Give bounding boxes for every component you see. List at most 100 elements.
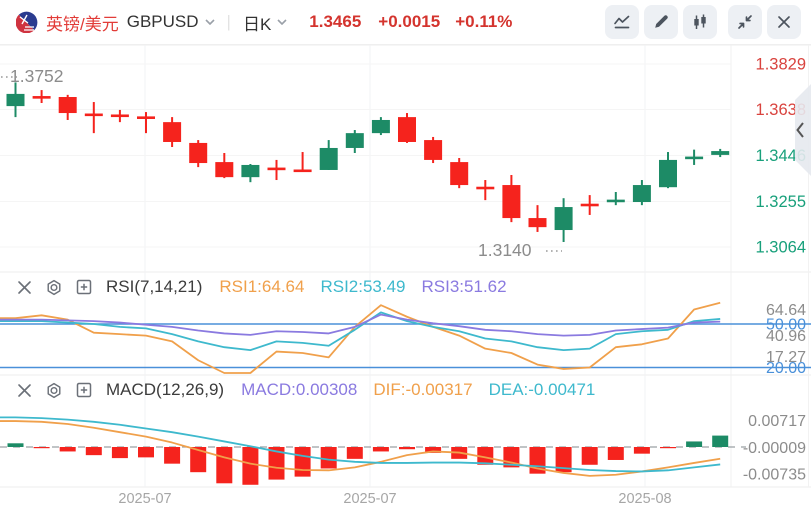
candlestick-icon	[694, 14, 706, 29]
price-axis-label: 1.3638	[756, 101, 806, 119]
macd-pane-header: MACD(12,26,9) MACD:0.00308 DIF:-0.00317 …	[15, 377, 611, 403]
macd-axis-tick: -0.00009	[743, 440, 806, 457]
timeframe-selector[interactable]: 日K	[243, 10, 287, 35]
low-price-annotation: 1.3140	[478, 240, 532, 260]
last-price: 1.3465	[309, 12, 362, 31]
candle[interactable]	[554, 198, 573, 242]
time-axis-label: 2025-07	[343, 491, 396, 507]
rsi-expand-icon[interactable]	[75, 278, 93, 296]
macd-axis-tick: -0.00735	[743, 467, 806, 484]
high-price-annotation: 1.3752	[10, 66, 64, 86]
timeframe-label: 日K	[242, 14, 272, 34]
currency-pair-flag-icon	[16, 11, 38, 33]
candle[interactable]	[110, 109, 129, 123]
line-chart-icon	[614, 15, 630, 29]
macd-histogram-bar	[111, 447, 128, 459]
candle[interactable]	[345, 130, 364, 153]
macd-settings-gear-icon[interactable]	[45, 381, 63, 399]
dif-line	[0, 420, 721, 477]
candle[interactable]	[398, 113, 416, 143]
time-axis-label: 2025-07	[118, 491, 171, 507]
chevron-down-icon	[204, 19, 215, 25]
candle[interactable]	[267, 159, 286, 181]
macd-expand-icon[interactable]	[75, 381, 93, 399]
candle[interactable]	[189, 140, 208, 168]
close-chart-button[interactable]	[767, 5, 801, 39]
candle[interactable]	[371, 117, 390, 136]
chart-toolbar	[600, 5, 801, 39]
macd-histogram-bar	[320, 447, 337, 469]
macd-histogram-bar	[59, 447, 76, 452]
candle[interactable]	[580, 195, 599, 215]
macd-histogram-bar	[85, 447, 102, 456]
macd-close-icon[interactable]	[15, 381, 33, 399]
chart-header: 英镑/美元 GBPUSD | 日K 1.3465 +0.0015 +0.11%	[0, 0, 811, 45]
candle[interactable]	[606, 191, 625, 206]
pencil-icon	[655, 15, 668, 28]
candle[interactable]	[163, 117, 182, 148]
macd-histogram-bar	[425, 447, 442, 453]
collapse-button[interactable]	[728, 5, 762, 39]
candle[interactable]	[685, 149, 704, 165]
rsi-settings-gear-icon[interactable]	[45, 278, 63, 296]
price-axis-label: 1.3255	[756, 193, 806, 211]
candle[interactable]	[632, 180, 651, 206]
candle[interactable]	[502, 175, 521, 223]
macd-histogram-bar	[346, 447, 363, 459]
macd-histogram-bar	[190, 447, 207, 473]
macd-histogram-bar	[242, 447, 259, 485]
dea-legend-value: DEA:-0.00471	[488, 380, 596, 399]
draw-tool-button[interactable]	[644, 5, 678, 39]
macd-histogram-bar	[712, 435, 729, 447]
macd-histogram-bar	[660, 447, 676, 449]
candle[interactable]	[450, 158, 469, 189]
candle[interactable]	[84, 102, 103, 134]
candle[interactable]	[319, 140, 338, 170]
macd-legend-value: MACD:0.00308	[241, 380, 358, 399]
macd-histogram-bar	[399, 447, 415, 450]
candle-style-button[interactable]	[683, 5, 717, 39]
indicator-line-chart-button[interactable]	[605, 5, 639, 39]
price-change: +0.0015	[378, 12, 441, 31]
price-axis-label: 1.3829	[756, 55, 806, 73]
macd-histogram-bar	[581, 447, 598, 465]
axis-collapse-tab[interactable]	[795, 84, 811, 176]
rsi-axis-tick: 40.96	[766, 328, 806, 345]
candle[interactable]	[137, 112, 155, 134]
candle[interactable]	[6, 82, 25, 118]
macd-axis-tick: 0.00717	[748, 413, 806, 430]
pair-selector[interactable]: GBPUSD	[127, 12, 215, 32]
macd-histogram-bar	[164, 447, 181, 464]
rsi-indicator-name: RSI(7,14,21)	[106, 277, 203, 296]
time-axis-label: 2025-08	[618, 491, 671, 507]
candle[interactable]	[32, 90, 51, 103]
candle[interactable]	[293, 152, 312, 173]
candle[interactable]	[528, 205, 547, 232]
rsi1-legend-value: RSI1:64.64	[219, 277, 305, 296]
macd-indicator-name: MACD(12,26,9)	[106, 380, 225, 399]
rsi-close-icon[interactable]	[15, 278, 33, 296]
candle[interactable]	[215, 152, 234, 179]
close-icon	[778, 16, 790, 28]
candle[interactable]	[659, 152, 677, 189]
macd-histogram-bar	[686, 441, 703, 447]
macd-histogram-bar	[268, 447, 285, 480]
candle[interactable]	[241, 163, 260, 183]
macd-histogram-bar	[633, 447, 650, 454]
header-divider: |	[226, 12, 231, 31]
rsi3-legend-value: RSI3:51.62	[421, 277, 507, 296]
candle[interactable]	[711, 148, 730, 158]
macd-histogram-bar	[138, 447, 154, 458]
macd-histogram-bar	[216, 447, 233, 484]
macd-histogram-bar	[607, 447, 624, 460]
candle[interactable]	[58, 94, 77, 120]
rsi3-line	[0, 313, 721, 337]
candle[interactable]	[424, 136, 443, 164]
chevron-left-icon[interactable]	[796, 122, 804, 138]
rsi-axis-tick: 64.64	[766, 302, 806, 319]
macd-histogram-bar	[372, 447, 389, 452]
collapse-arrows-icon	[738, 15, 752, 29]
candle[interactable]	[476, 180, 495, 201]
